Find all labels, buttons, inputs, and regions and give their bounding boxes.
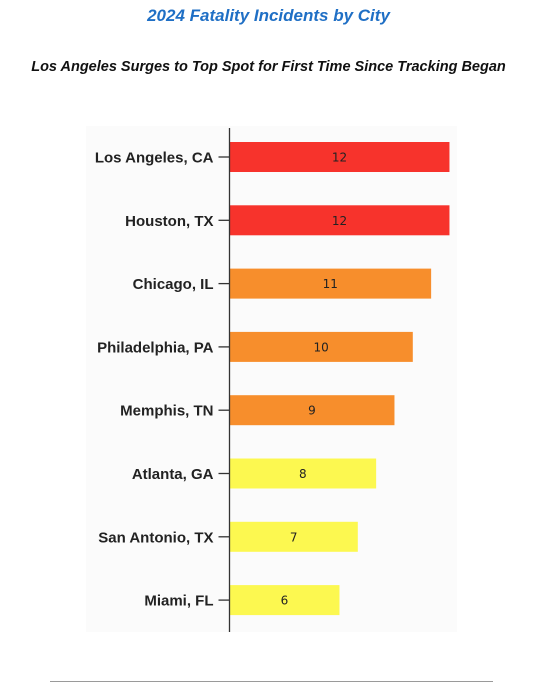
category-label: Philadelphia, PA — [97, 339, 214, 356]
bar — [229, 142, 450, 172]
bar — [229, 395, 395, 426]
category-label: Miami, FL — [144, 593, 213, 610]
chart-subtitle: Los Angeles Surges to Top Spot for First… — [31, 59, 506, 75]
category-label: Memphis, TN — [120, 403, 213, 420]
bar — [229, 205, 450, 236]
bar-value-label: 12 — [332, 214, 347, 228]
bar-value-label: 10 — [314, 340, 329, 354]
bars-group: 12 Los Angeles, CA 12 Houston, TX 11 Chicago,… — [95, 142, 450, 616]
category-label: Chicago, IL — [133, 276, 214, 293]
bar — [229, 331, 413, 362]
bar-value-label: 9 — [308, 404, 316, 418]
bar — [229, 458, 377, 489]
category-label: Los Angeles, CA — [95, 150, 214, 167]
category-label: Houston, TX — [125, 213, 213, 230]
bar-value-label: 11 — [323, 277, 338, 291]
bar-value-label: 8 — [299, 467, 307, 481]
chart-title: 2024 Fatality Incidents by City — [147, 6, 390, 25]
plot-area-background — [86, 126, 457, 632]
category-label: San Antonio, TX — [98, 529, 213, 546]
bar — [229, 268, 432, 299]
bar — [229, 585, 340, 616]
bar-value-label: 12 — [332, 151, 347, 165]
category-label: Atlanta, GA — [132, 466, 214, 483]
bar-value-label: 6 — [281, 594, 289, 608]
footer-divider — [50, 681, 493, 682]
bar — [229, 521, 358, 552]
bar-value-label: 7 — [290, 530, 298, 544]
